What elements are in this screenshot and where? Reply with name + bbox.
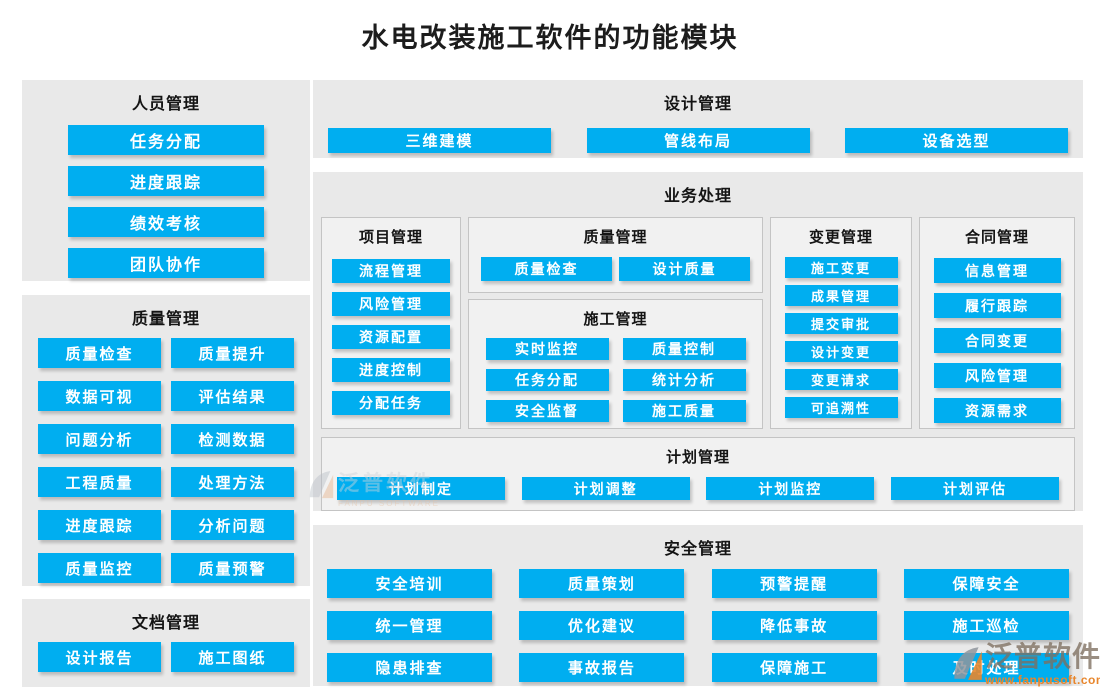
button-grid: 安全培训 质量策划 预警提醒 保障安全 统一管理 优化建议 降低事故 施工巡检 … (313, 569, 1083, 682)
panel-design-management: 设计管理 三维建模 管线布局 设备选型 (313, 80, 1083, 158)
module-button[interactable]: 任务分配 (485, 369, 609, 391)
middle-column: 质量管理 质量检查 设计质量 施工管理 实时监控 质量控制 任务分配 统计分析 … (468, 217, 763, 429)
module-button[interactable]: 施工质量 (622, 400, 746, 422)
module-button[interactable]: 评估结果 (171, 381, 294, 411)
panel-business-processing: 业务处理 项目管理 流程管理 风险管理 资源配置 进度控制 分配任务 质量管理 … (313, 172, 1083, 511)
module-button[interactable]: 绩效考核 (68, 207, 264, 237)
button-row: 质量检查 设计质量 (469, 257, 762, 281)
button-list: 施工变更 成果管理 提交审批 设计变更 变更请求 可追溯性 (771, 257, 911, 418)
module-button[interactable]: 提交审批 (784, 313, 898, 334)
module-button[interactable]: 安全培训 (327, 569, 492, 598)
module-button[interactable]: 风险管理 (933, 363, 1061, 388)
panel-personnel-management: 人员管理 任务分配 进度跟踪 绩效考核 团队协作 (22, 80, 310, 281)
module-button[interactable]: 进度控制 (332, 358, 450, 382)
subpanel-quality-management: 质量管理 质量检查 设计质量 (468, 217, 763, 293)
module-button[interactable]: 可追溯性 (784, 397, 898, 418)
module-button[interactable]: 隐患排查 (327, 653, 492, 682)
module-button[interactable]: 进度跟踪 (68, 166, 264, 196)
button-grid: 质量检查 质量提升 数据可视 评估结果 问题分析 检测数据 工程质量 处理方法 … (22, 338, 310, 583)
module-button[interactable]: 流程管理 (332, 259, 450, 283)
module-button[interactable]: 设计变更 (784, 341, 898, 362)
module-button[interactable]: 实时监控 (485, 338, 609, 360)
module-button[interactable]: 计划评估 (890, 477, 1059, 500)
subpanel-title: 变更管理 (808, 229, 873, 246)
module-button[interactable]: 计划调整 (521, 477, 690, 500)
module-button[interactable]: 检测数据 (171, 424, 294, 454)
module-button[interactable]: 任务分配 (68, 125, 264, 155)
module-button[interactable]: 合同变更 (933, 328, 1061, 353)
module-button[interactable]: 管线布局 (586, 128, 810, 153)
module-button[interactable]: 降低事故 (711, 611, 877, 640)
panel-title: 安全管理 (663, 541, 732, 558)
module-button[interactable]: 质量检查 (481, 257, 612, 281)
subpanel-title: 施工管理 (583, 311, 648, 328)
panel-title: 人员管理 (131, 96, 200, 113)
module-button[interactable]: 质量策划 (519, 569, 685, 598)
module-button[interactable]: 质量提升 (171, 338, 294, 368)
button-list: 信息管理 履行跟踪 合同变更 风险管理 资源需求 (920, 258, 1074, 423)
module-button[interactable]: 进度跟踪 (38, 510, 161, 540)
module-button[interactable]: 团队协作 (68, 248, 264, 278)
module-button[interactable]: 统计分析 (622, 369, 746, 391)
subpanel-plan-management: 计划管理 计划制定 计划调整 计划监控 计划评估 (321, 437, 1075, 511)
subpanel-title: 质量管理 (583, 229, 648, 246)
module-button[interactable]: 优化建议 (519, 611, 685, 640)
module-button[interactable]: 信息管理 (933, 258, 1061, 283)
button-grid: 实时监控 质量控制 任务分配 统计分析 安全监督 施工质量 (469, 338, 762, 422)
module-button[interactable]: 计划制定 (337, 477, 505, 500)
module-button[interactable]: 变更请求 (784, 369, 898, 390)
module-button[interactable]: 风险管理 (332, 292, 450, 316)
module-button[interactable]: 施工图纸 (171, 642, 294, 672)
module-button[interactable]: 事故报告 (519, 653, 685, 682)
panel-document-management: 文档管理 设计报告 施工图纸 (22, 599, 310, 687)
module-button[interactable]: 资源需求 (933, 398, 1061, 423)
module-button[interactable]: 数据可视 (38, 381, 161, 411)
button-row: 三维建模 管线布局 设备选型 (313, 128, 1083, 153)
module-button[interactable]: 质量检查 (38, 338, 161, 368)
panel-safety-management: 安全管理 安全培训 质量策划 预警提醒 保障安全 统一管理 优化建议 降低事故 … (313, 525, 1083, 686)
module-button[interactable]: 计划监控 (706, 477, 875, 500)
panel-title: 业务处理 (663, 188, 732, 205)
panel-title: 质量管理 (131, 311, 200, 328)
subpanel-change-management: 变更管理 施工变更 成果管理 提交审批 设计变更 变更请求 可追溯性 (770, 217, 912, 429)
module-button[interactable]: 工程质量 (38, 467, 161, 497)
subpanel-title: 计划管理 (665, 449, 730, 466)
module-button[interactable]: 设备选型 (845, 128, 1068, 153)
module-button[interactable]: 问题分析 (38, 424, 161, 454)
module-button[interactable]: 质量控制 (622, 338, 746, 360)
module-button[interactable]: 履行跟踪 (933, 293, 1061, 318)
module-button[interactable]: 成果管理 (784, 285, 898, 306)
module-button[interactable]: 保障施工 (711, 653, 877, 682)
module-button[interactable]: 施工巡检 (903, 611, 1069, 640)
module-button[interactable]: 质量预警 (171, 553, 294, 583)
subpanel-contract-management: 合同管理 信息管理 履行跟踪 合同变更 风险管理 资源需求 (919, 217, 1075, 429)
subpanel-construction-management: 施工管理 实时监控 质量控制 任务分配 统计分析 安全监督 施工质量 (468, 299, 763, 429)
subpanel-project-management: 项目管理 流程管理 风险管理 资源配置 进度控制 分配任务 (321, 217, 461, 429)
module-button[interactable]: 处理方法 (171, 467, 294, 497)
module-button[interactable]: 三维建模 (328, 128, 551, 153)
module-button[interactable]: 施工变更 (784, 257, 898, 278)
panel-title: 文档管理 (131, 615, 200, 632)
module-button[interactable]: 质量监控 (38, 553, 161, 583)
button-row: 计划制定 计划调整 计划监控 计划评估 (322, 477, 1074, 500)
module-button[interactable]: 设计报告 (38, 642, 161, 672)
subpanel-title: 合同管理 (964, 229, 1029, 246)
subpanel-title: 项目管理 (358, 229, 423, 246)
button-grid: 设计报告 施工图纸 (22, 642, 310, 672)
module-button[interactable]: 预警提醒 (711, 569, 877, 598)
module-button[interactable]: 统一管理 (327, 611, 492, 640)
panel-quality-management: 质量管理 质量检查 质量提升 数据可视 评估结果 问题分析 检测数据 工程质量 … (22, 295, 310, 586)
module-button[interactable]: 安全监督 (485, 400, 609, 422)
panel-title: 设计管理 (663, 96, 732, 113)
business-columns: 项目管理 流程管理 风险管理 资源配置 进度控制 分配任务 质量管理 质量检查 … (313, 217, 1083, 429)
button-list: 任务分配 进度跟踪 绩效考核 团队协作 (22, 125, 310, 278)
module-button[interactable]: 保障安全 (903, 569, 1069, 598)
button-list: 流程管理 风险管理 资源配置 进度控制 分配任务 (322, 259, 460, 415)
page-title: 水电改装施工软件的功能模块 (361, 23, 739, 53)
module-button[interactable]: 分配任务 (332, 391, 450, 415)
module-button[interactable]: 分析问题 (171, 510, 294, 540)
module-button[interactable]: 设计质量 (619, 257, 750, 281)
module-button[interactable]: 资源配置 (332, 325, 450, 349)
module-button[interactable]: 及时处理 (903, 653, 1069, 682)
